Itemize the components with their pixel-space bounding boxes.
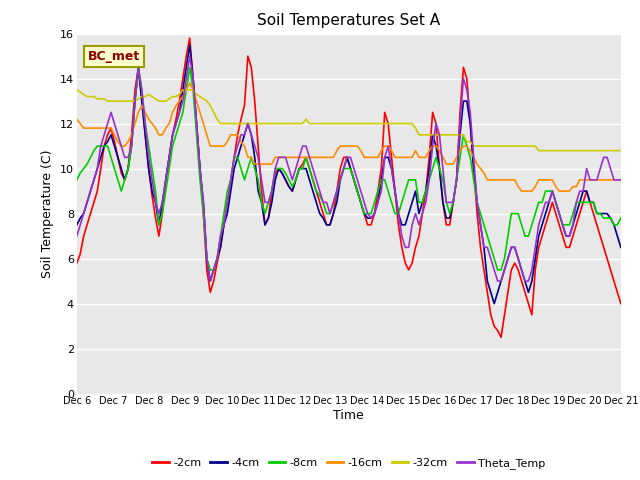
-16cm: [596, 177, 604, 183]
Theta_Temp: [381, 155, 388, 160]
Line: -4cm: -4cm: [77, 45, 621, 303]
-16cm: [378, 148, 385, 154]
-8cm: [206, 267, 214, 273]
-2cm: [596, 233, 604, 239]
-8cm: [381, 177, 388, 183]
-16cm: [429, 143, 436, 149]
-2cm: [378, 166, 385, 171]
Theta_Temp: [432, 120, 440, 126]
-32cm: [593, 148, 601, 154]
Theta_Temp: [206, 278, 214, 284]
-2cm: [497, 335, 505, 340]
-16cm: [182, 87, 190, 93]
-32cm: [73, 87, 81, 93]
-8cm: [134, 64, 142, 70]
-4cm: [429, 132, 436, 138]
-32cm: [182, 87, 190, 93]
Line: -8cm: -8cm: [77, 67, 621, 270]
Line: -16cm: -16cm: [77, 83, 621, 191]
Theta_Temp: [525, 278, 532, 284]
Title: Soil Temperatures Set A: Soil Temperatures Set A: [257, 13, 440, 28]
-32cm: [617, 148, 625, 154]
-16cm: [230, 132, 238, 138]
-2cm: [182, 53, 190, 59]
Theta_Temp: [186, 53, 193, 59]
-16cm: [186, 80, 193, 86]
-2cm: [525, 300, 532, 306]
-32cm: [227, 120, 235, 126]
X-axis label: Time: Time: [333, 409, 364, 422]
-8cm: [73, 177, 81, 183]
-4cm: [186, 42, 193, 48]
-16cm: [518, 188, 525, 194]
Theta_Temp: [73, 233, 81, 239]
Line: Theta_Temp: Theta_Temp: [77, 56, 621, 281]
-8cm: [525, 233, 532, 239]
-16cm: [525, 188, 532, 194]
Legend: -2cm, -4cm, -8cm, -16cm, -32cm, Theta_Temp: -2cm, -4cm, -8cm, -16cm, -32cm, Theta_Te…: [148, 453, 550, 473]
-8cm: [432, 155, 440, 160]
-32cm: [374, 120, 381, 126]
-2cm: [230, 155, 238, 160]
-4cm: [73, 222, 81, 228]
-4cm: [490, 300, 498, 306]
-8cm: [617, 215, 625, 221]
-4cm: [182, 64, 190, 70]
-32cm: [518, 143, 525, 149]
-2cm: [617, 300, 625, 306]
Line: -2cm: -2cm: [77, 38, 621, 337]
-4cm: [617, 244, 625, 250]
-32cm: [426, 132, 433, 138]
Text: BC_met: BC_met: [88, 50, 140, 63]
Theta_Temp: [617, 177, 625, 183]
-8cm: [234, 155, 241, 160]
-4cm: [230, 166, 238, 171]
-2cm: [429, 109, 436, 115]
Theta_Temp: [596, 166, 604, 171]
Theta_Temp: [234, 143, 241, 149]
-2cm: [186, 35, 193, 41]
-32cm: [535, 148, 543, 154]
Y-axis label: Soil Temperature (C): Soil Temperature (C): [42, 149, 54, 278]
-4cm: [525, 289, 532, 295]
-16cm: [73, 116, 81, 122]
Theta_Temp: [182, 76, 190, 82]
-4cm: [378, 177, 385, 183]
-2cm: [73, 260, 81, 266]
-8cm: [596, 211, 604, 216]
-8cm: [186, 64, 193, 70]
Line: -32cm: -32cm: [77, 90, 621, 151]
-4cm: [596, 211, 604, 216]
-16cm: [617, 177, 625, 183]
